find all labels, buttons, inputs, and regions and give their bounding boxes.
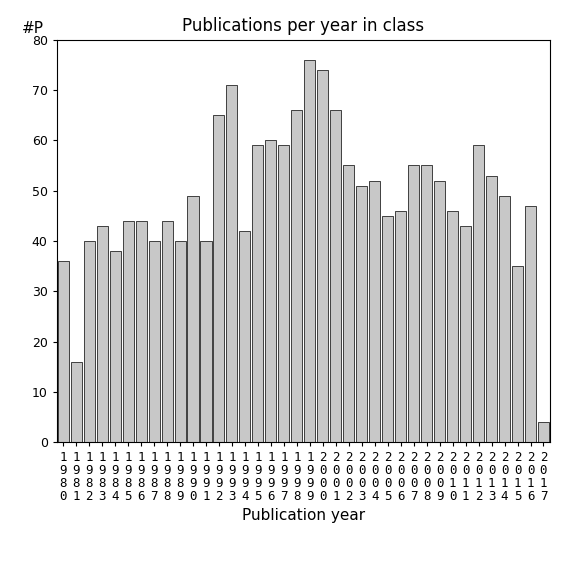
Bar bbox=[96, 226, 108, 442]
Bar bbox=[408, 166, 419, 442]
Bar bbox=[395, 211, 406, 442]
X-axis label: Publication year: Publication year bbox=[242, 508, 365, 523]
Bar bbox=[213, 115, 225, 442]
Bar bbox=[538, 422, 549, 442]
Bar bbox=[473, 145, 484, 442]
Bar bbox=[109, 251, 121, 442]
Bar bbox=[421, 166, 432, 442]
Bar bbox=[188, 196, 198, 442]
Bar bbox=[447, 211, 458, 442]
Bar bbox=[369, 180, 380, 442]
Bar bbox=[291, 110, 302, 442]
Bar bbox=[71, 362, 82, 442]
Title: Publications per year in class: Publications per year in class bbox=[182, 18, 425, 35]
Bar bbox=[434, 180, 445, 442]
Bar bbox=[201, 241, 211, 442]
Bar bbox=[356, 185, 367, 442]
Bar bbox=[162, 221, 172, 442]
Bar bbox=[239, 231, 251, 442]
Bar bbox=[318, 70, 328, 442]
Text: #P: #P bbox=[22, 20, 44, 36]
Bar bbox=[265, 141, 276, 442]
Bar bbox=[343, 166, 354, 442]
Bar bbox=[252, 145, 264, 442]
Bar bbox=[122, 221, 134, 442]
Bar bbox=[460, 226, 471, 442]
Bar bbox=[278, 145, 289, 442]
Bar bbox=[149, 241, 159, 442]
Bar bbox=[136, 221, 147, 442]
Bar bbox=[512, 266, 523, 442]
Bar bbox=[331, 110, 341, 442]
Bar bbox=[226, 85, 238, 442]
Bar bbox=[304, 60, 315, 442]
Bar bbox=[58, 261, 69, 442]
Bar bbox=[499, 196, 510, 442]
Bar bbox=[84, 241, 95, 442]
Bar bbox=[382, 216, 393, 442]
Bar bbox=[486, 176, 497, 442]
Bar bbox=[525, 206, 536, 442]
Bar bbox=[175, 241, 185, 442]
